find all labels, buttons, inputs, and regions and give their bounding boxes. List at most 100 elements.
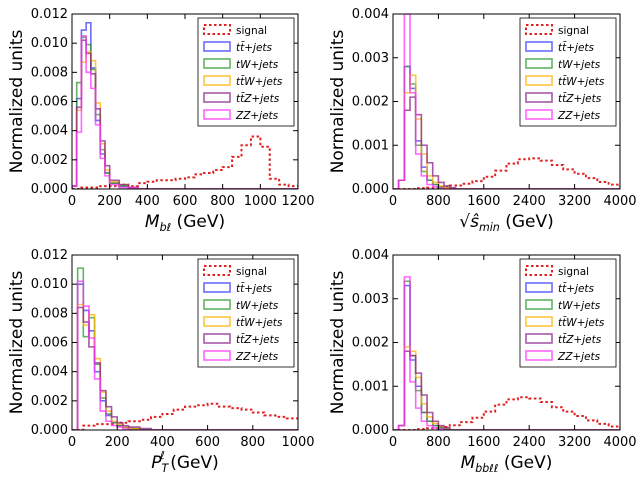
legend-entry: tt̄+jets (236, 41, 273, 54)
legend-swatch (203, 109, 231, 120)
y-tick-label: 0.000 (31, 423, 68, 438)
x-axis-label: √ŝmin (GeV) (459, 212, 553, 234)
legend-box (197, 17, 295, 127)
y-tick-label: 0.002 (352, 336, 389, 351)
legend-swatch (203, 41, 231, 52)
legend-entry: tW+jets (236, 59, 279, 71)
series-4 (72, 306, 298, 430)
y-tick-label: 0.002 (31, 153, 68, 168)
x-tick-label: 200 (97, 194, 122, 209)
chart-panel-3: 0 200 400 600 800 1000 0.000 0.002 0.004 0.006 0.0… (7, 248, 315, 475)
x-tick-label: 200 (105, 435, 130, 450)
y-tick-label: 0.002 (352, 95, 389, 110)
legend-entry: tt̄+jets (236, 282, 273, 295)
legend-entry: ZZ+jets (557, 110, 601, 122)
x-tick-label: 800 (426, 435, 451, 450)
legend-entry: tt̄+jets (558, 41, 595, 54)
legend-entry: tW+jets (236, 300, 279, 312)
legend-entry: signal (236, 266, 267, 278)
legend-entry: ZZ+jets (235, 110, 279, 122)
y-tick-label: 0.001 (352, 138, 389, 153)
x-axis-label: Mbbℓℓ (GeV) (461, 453, 553, 475)
legend-swatch (525, 350, 553, 361)
legend-swatch (203, 316, 231, 327)
y-axis-label: Normalized units (328, 30, 348, 174)
legend-swatch (525, 333, 553, 344)
y-tick-label: 0.004 (31, 124, 68, 139)
series-5 (393, 276, 620, 430)
y-tick-label: 0.001 (352, 379, 389, 394)
y-tick-label: 0.012 (31, 7, 68, 22)
legend-swatch (203, 58, 231, 69)
legend-entry: tt̄W+jets (236, 316, 283, 329)
y-tick-label: 0.004 (352, 7, 389, 22)
series-5 (72, 35, 298, 189)
series-5 (72, 280, 298, 430)
legend-box (519, 258, 617, 368)
legend-entry: ZZ+jets (557, 351, 601, 363)
plot-area (72, 21, 298, 189)
x-tick-label: 1200 (281, 194, 314, 209)
chart-panel-2: 0 800 1600 2400 3200 4000 0.000 0.001 0.002 0.003… (328, 7, 637, 234)
x-tick-label: 3200 (558, 194, 591, 209)
legend-swatch (203, 24, 231, 35)
y-axis-label: Normalized units (7, 30, 27, 174)
legend-swatch (525, 316, 553, 327)
y-tick-label: 0.000 (352, 182, 389, 197)
y-tick-label: 0.006 (31, 95, 68, 110)
legend-entry: tt̄W+jets (558, 75, 605, 88)
x-tick-label: 800 (426, 194, 451, 209)
y-axis-label: Normalized units (7, 271, 27, 415)
legend-swatch (203, 265, 231, 276)
x-tick-label: 1000 (244, 194, 277, 209)
legend-entry: tt̄Z+jets (236, 333, 280, 346)
legend-swatch (203, 282, 231, 293)
legend-swatch (525, 24, 553, 35)
x-tick-label: 600 (173, 194, 198, 209)
y-tick-label: 0.003 (352, 292, 389, 307)
y-tick-label: 0.010 (31, 277, 68, 292)
x-tick-label: 800 (210, 194, 235, 209)
x-tick-label: 0 (389, 435, 397, 450)
legend-swatch (525, 265, 553, 276)
legend-swatch (525, 58, 553, 69)
legend-entry: tt̄Z+jets (558, 333, 602, 346)
y-tick-label: 0.010 (31, 36, 68, 51)
plot-area (72, 267, 298, 430)
legend-swatch (525, 299, 553, 310)
legend-swatch (525, 282, 553, 293)
y-tick-label: 0.000 (31, 182, 68, 197)
legend-swatch (203, 350, 231, 361)
y-tick-label: 0.008 (31, 65, 68, 80)
y-tick-label: 0.004 (352, 248, 389, 263)
x-tick-label: 2400 (513, 194, 546, 209)
legend-swatch (203, 75, 231, 86)
y-axis-label: Normalized units (328, 271, 348, 415)
x-tick-label: 2400 (513, 435, 546, 450)
legend: signal tt̄+jets tW+jets tt̄W+jets tt̄Z+jets Z… (519, 17, 617, 127)
x-tick-label: 400 (135, 194, 160, 209)
x-tick-label: 1000 (281, 435, 314, 450)
legend: signal tt̄+jets tW+jets tt̄W+jets tt̄Z+jets Z… (197, 258, 295, 368)
legend-entry: tW+jets (558, 59, 601, 71)
chart-panel-1: 0 200 400 600 800 1000 1200 0.000 0.002 0.004 0.00… (7, 7, 315, 234)
y-tick-label: 0.003 (352, 51, 389, 66)
x-tick-label: 0 (68, 435, 76, 450)
series-5 (393, 14, 620, 189)
y-tick-label: 0.004 (31, 365, 68, 380)
legend-swatch (525, 92, 553, 103)
series-0 (72, 135, 298, 189)
x-axis-label: PTℓ (GeV) (151, 449, 219, 475)
legend-entry: ZZ+jets (235, 351, 279, 363)
legend-swatch (525, 75, 553, 86)
x-tick-label: 0 (389, 194, 397, 209)
x-tick-label: 4000 (603, 194, 636, 209)
legend-entry: signal (558, 266, 589, 278)
x-tick-label: 400 (150, 435, 175, 450)
legend-entry: tW+jets (558, 300, 601, 312)
legend: signal tt̄+jets tW+jets tt̄W+jets tt̄Z+jets Z… (519, 258, 617, 368)
x-tick-label: 1600 (467, 194, 500, 209)
x-axis-label: Mbℓ (GeV) (145, 212, 225, 234)
x-tick-label: 600 (195, 435, 220, 450)
x-tick-label: 3200 (558, 435, 591, 450)
